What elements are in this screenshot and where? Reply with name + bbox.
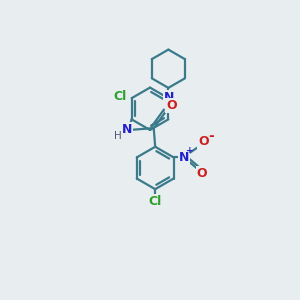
Text: O: O xyxy=(197,167,207,180)
Text: O: O xyxy=(198,135,209,148)
Text: O: O xyxy=(166,99,177,112)
Text: Cl: Cl xyxy=(114,90,127,103)
Text: -: - xyxy=(208,129,214,142)
Text: Cl: Cl xyxy=(148,195,162,208)
Text: H: H xyxy=(114,130,122,141)
Text: N: N xyxy=(179,151,189,164)
Text: N: N xyxy=(122,123,132,136)
Text: N: N xyxy=(164,91,174,104)
Text: +: + xyxy=(186,146,194,155)
